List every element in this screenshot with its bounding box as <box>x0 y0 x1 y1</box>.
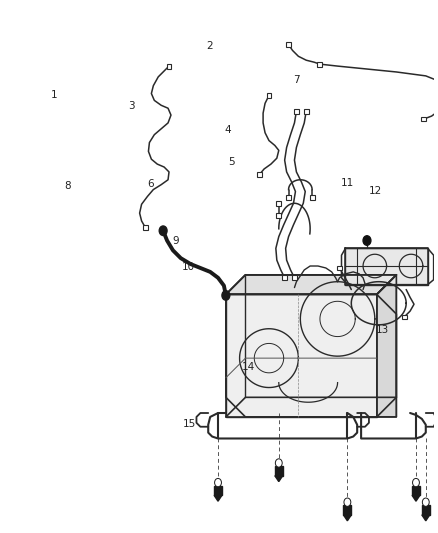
Bar <box>286 42 291 47</box>
Bar <box>282 276 287 280</box>
Text: 14: 14 <box>242 362 255 372</box>
Bar <box>276 213 281 217</box>
Circle shape <box>159 226 167 236</box>
Circle shape <box>222 290 230 300</box>
Circle shape <box>422 498 429 506</box>
Bar <box>276 201 281 206</box>
Text: 8: 8 <box>64 181 71 190</box>
Polygon shape <box>346 248 428 285</box>
Text: 5: 5 <box>228 157 234 167</box>
Circle shape <box>344 498 351 506</box>
Bar <box>257 172 261 177</box>
Text: 2: 2 <box>206 41 213 51</box>
Polygon shape <box>214 495 222 501</box>
Bar <box>337 265 342 270</box>
Bar <box>143 225 148 230</box>
Bar <box>166 63 171 69</box>
Circle shape <box>215 479 222 487</box>
Polygon shape <box>422 515 430 521</box>
Bar <box>421 117 426 122</box>
Polygon shape <box>343 515 351 521</box>
Bar <box>318 62 322 67</box>
Polygon shape <box>377 275 396 417</box>
Text: 4: 4 <box>224 125 231 135</box>
Circle shape <box>276 459 282 467</box>
Bar <box>310 195 314 200</box>
Polygon shape <box>275 476 283 482</box>
Polygon shape <box>412 495 420 501</box>
Text: 6: 6 <box>147 179 154 189</box>
Polygon shape <box>226 275 396 294</box>
Polygon shape <box>422 505 430 515</box>
Polygon shape <box>412 486 420 495</box>
Bar <box>402 314 406 319</box>
Text: 15: 15 <box>182 419 196 429</box>
Bar <box>286 195 291 200</box>
Text: 10: 10 <box>181 262 194 271</box>
Bar <box>294 109 299 114</box>
Circle shape <box>413 479 420 487</box>
Circle shape <box>363 236 371 245</box>
Text: 7: 7 <box>293 75 300 85</box>
Polygon shape <box>275 466 283 476</box>
Text: 12: 12 <box>369 186 382 196</box>
Text: 11: 11 <box>341 178 354 188</box>
Bar <box>292 276 297 280</box>
Text: 9: 9 <box>172 237 179 246</box>
Bar <box>267 93 272 98</box>
Polygon shape <box>343 505 351 515</box>
Text: 13: 13 <box>375 325 389 335</box>
Polygon shape <box>214 486 222 495</box>
Text: 3: 3 <box>128 101 134 111</box>
Bar <box>304 109 309 114</box>
Polygon shape <box>226 294 377 417</box>
Text: 1: 1 <box>50 90 57 100</box>
